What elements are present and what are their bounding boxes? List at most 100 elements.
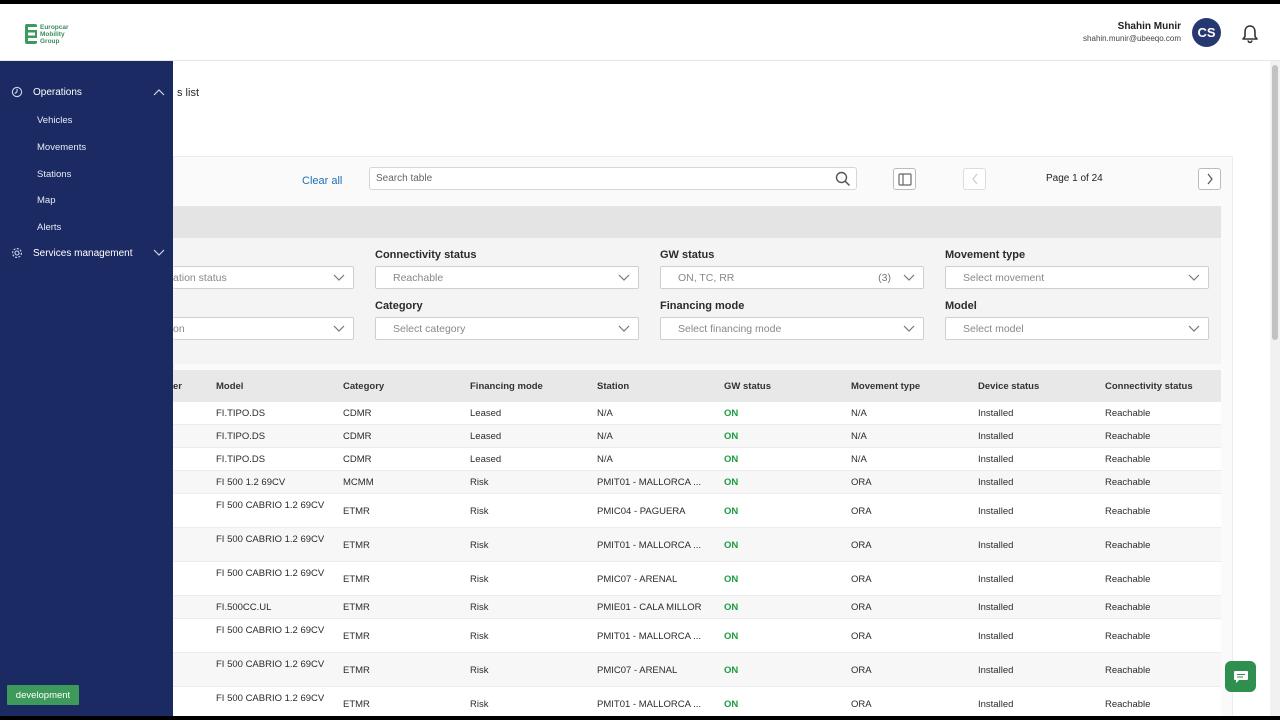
- filter-installation-status[interactable]: ation status: [173, 266, 354, 289]
- column-header-category[interactable]: Category: [343, 381, 385, 392]
- company-logo[interactable]: Europcar Mobility Group: [25, 21, 85, 47]
- cell-category: ETMR: [343, 602, 370, 613]
- window-bottom-edge: [0, 716, 1280, 720]
- search-icon[interactable]: [835, 171, 851, 187]
- next-page-button[interactable]: [1198, 168, 1221, 190]
- column-header-station[interactable]: Station: [597, 381, 630, 392]
- cell-connectivity: Reachable: [1105, 408, 1151, 419]
- chevron-down-icon: [903, 325, 915, 332]
- column-header-device-status[interactable]: Device status: [978, 381, 1040, 392]
- cell-connectivity: Reachable: [1105, 505, 1151, 517]
- cell-station: PMIT01 - MALLORCA ...: [597, 539, 701, 551]
- cell-model: FI 500 CABRIO 1.2 69CV: [216, 500, 325, 511]
- chevron-down-icon: [618, 274, 630, 281]
- cell-financing: Risk: [470, 630, 489, 642]
- cell-connectivity: Reachable: [1105, 602, 1151, 613]
- search-input[interactable]: [376, 173, 816, 184]
- cell-gw: ON: [724, 505, 739, 517]
- sidebar-item-movements[interactable]: Movements: [37, 142, 87, 153]
- chevron-down-icon: [333, 325, 345, 332]
- filters-area: [173, 238, 1221, 364]
- table-row[interactable]: FI.500CC.UL ETMR Risk PMIE01 - CALA MILLOR O…: [173, 596, 1221, 619]
- column-header-movement-type[interactable]: Movement type: [851, 381, 921, 392]
- user-email: shahin.munir@ubeeqo.com: [1083, 34, 1181, 43]
- cell-connectivity: Reachable: [1105, 573, 1151, 585]
- chat-button[interactable]: [1225, 661, 1256, 692]
- cell-connectivity: Reachable: [1105, 698, 1151, 710]
- filter-label-model: Model: [945, 300, 977, 312]
- filter-value: ation status: [173, 271, 227, 284]
- cell-category: ETMR: [343, 573, 370, 585]
- table-row[interactable]: FI 500 CABRIO 1.2 69CV ETMR Risk PMIT01 - M…: [173, 687, 1221, 716]
- cell-connectivity: Reachable: [1105, 454, 1151, 465]
- notification-bell-icon[interactable]: [1240, 24, 1260, 44]
- cell-gw: ON: [724, 573, 739, 585]
- cell-model: FI 500 CABRIO 1.2 69CV: [216, 625, 325, 636]
- cell-financing: Leased: [470, 454, 502, 465]
- table-row[interactable]: FI 500 CABRIO 1.2 69CV ETMR Risk PMIC07 - A…: [173, 653, 1221, 687]
- cell-connectivity: Reachable: [1105, 477, 1151, 488]
- table-body: FI.TIPO.DS CDMR Leased N/A ON N/A Installed Rea…: [173, 402, 1221, 716]
- table-row[interactable]: FI.TIPO.DS CDMR Leased N/A ON N/A Installed Rea…: [173, 425, 1221, 448]
- sidebar-item-map[interactable]: Map: [37, 195, 56, 206]
- scrollbar-thumb[interactable]: [1272, 65, 1278, 340]
- cell-station: PMIT01 - MALLORCA ...: [597, 477, 701, 488]
- cell-category: ETMR: [343, 698, 370, 710]
- filter-label-financing-mode: Financing mode: [660, 300, 745, 312]
- table-row[interactable]: FI 500 CABRIO 1.2 69CV ETMR Risk PMIC04 - P…: [173, 494, 1221, 528]
- app-window: Europcar Mobility Group Shahin Munir sha…: [0, 4, 1280, 716]
- column-settings-button[interactable]: [893, 168, 916, 190]
- vertical-scrollbar[interactable]: [1270, 61, 1280, 716]
- cell-financing: Risk: [470, 664, 489, 676]
- page-title: s list: [177, 87, 199, 99]
- filter-model[interactable]: Select model: [945, 317, 1209, 340]
- filter-connectivity-status[interactable]: Reachable: [375, 266, 639, 289]
- filter-value: on: [173, 322, 185, 335]
- cell-connectivity: Reachable: [1105, 431, 1151, 442]
- filter-financing-mode[interactable]: Select financing mode: [660, 317, 924, 340]
- cell-financing: Leased: [470, 408, 502, 419]
- sidebar: Operations Vehicles Movements Stations M…: [0, 61, 173, 716]
- filter-gw-status[interactable]: ON, TC, RR (3): [660, 266, 924, 289]
- cell-station: PMIT01 - MALLORCA ...: [597, 630, 701, 642]
- cell-model: FI.TIPO.DS: [216, 408, 266, 419]
- table-row[interactable]: FI 500 1.2 69CV MCMM Risk PMIT01 - MALLORCA…: [173, 471, 1221, 494]
- sidebar-section-services-management[interactable]: Services management: [0, 244, 173, 264]
- cell-model: FI 500 1.2 69CV: [216, 477, 286, 488]
- column-header-connectivity-status[interactable]: Connectivity status: [1105, 381, 1193, 392]
- cell-model: FI 500 CABRIO 1.2 69CV: [216, 534, 325, 545]
- table-row[interactable]: FI 500 CABRIO 1.2 69CV ETMR Risk PMIT01 - M…: [173, 528, 1221, 562]
- column-header-model[interactable]: Model: [216, 381, 244, 392]
- filter-value: Select movement: [963, 271, 1045, 284]
- cell-station: PMIC04 - PAGUERA: [597, 505, 686, 517]
- avatar[interactable]: CS: [1192, 18, 1221, 47]
- sidebar-item-vehicles[interactable]: Vehicles: [37, 115, 73, 126]
- sidebar-section-operations[interactable]: Operations: [0, 83, 173, 103]
- filter-category[interactable]: Select category: [375, 317, 639, 340]
- sidebar-item-alerts[interactable]: Alerts: [37, 222, 62, 233]
- column-header-financing-mode[interactable]: Financing mode: [470, 381, 543, 392]
- chevron-left-icon: [971, 173, 977, 185]
- logo-mark-icon: [25, 24, 37, 44]
- column-header-gw-status[interactable]: GW status: [724, 381, 771, 392]
- filter-label-connectivity: Connectivity status: [375, 249, 477, 261]
- cell-gw: ON: [724, 431, 739, 442]
- table-row[interactable]: FI.TIPO.DS CDMR Leased N/A ON N/A Installed Rea…: [173, 448, 1221, 471]
- cell-device: Installed: [978, 573, 1014, 585]
- clear-all-button[interactable]: Clear all: [302, 175, 343, 187]
- top-header: Europcar Mobility Group Shahin Munir sha…: [0, 4, 1280, 61]
- previous-page-button[interactable]: [963, 168, 986, 190]
- cell-movement: ORA: [851, 477, 872, 488]
- table-row[interactable]: FI.TIPO.DS CDMR Leased N/A ON N/A Installed Rea…: [173, 402, 1221, 425]
- cell-gw: ON: [724, 539, 739, 551]
- cell-model: FI 500 CABRIO 1.2 69CV: [216, 568, 325, 579]
- sidebar-item-stations[interactable]: Stations: [37, 169, 72, 180]
- cell-device: Installed: [978, 539, 1014, 551]
- table-row[interactable]: FI 500 CABRIO 1.2 69CV ETMR Risk PMIT01 - M…: [173, 619, 1221, 653]
- column-header[interactable]: er: [173, 381, 182, 392]
- filter-movement-type[interactable]: Select movement: [945, 266, 1209, 289]
- filter-station[interactable]: on: [173, 317, 354, 340]
- table-row[interactable]: FI 500 CABRIO 1.2 69CV ETMR Risk PMIC07 - A…: [173, 562, 1221, 596]
- chevron-right-icon: [1207, 173, 1213, 185]
- chevron-down-icon: [618, 325, 630, 332]
